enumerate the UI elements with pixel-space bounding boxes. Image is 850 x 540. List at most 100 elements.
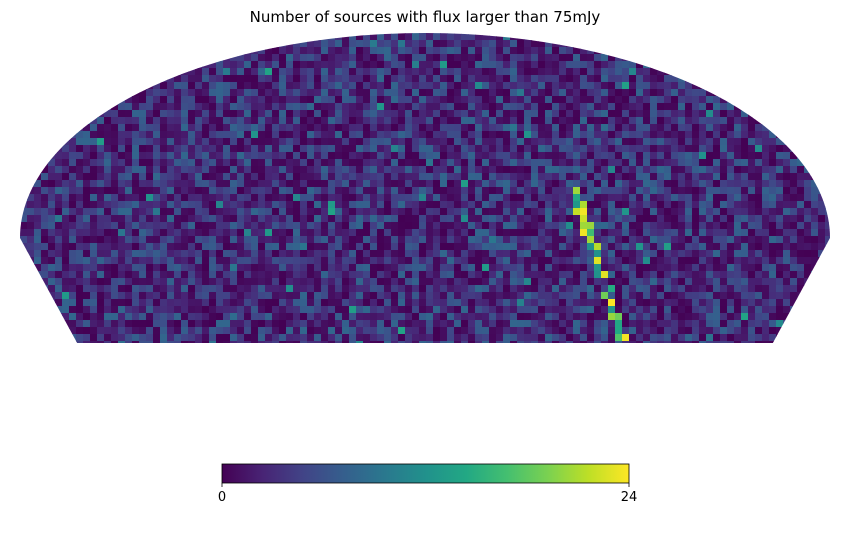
map-pixel [167, 257, 175, 265]
map-pixel [594, 110, 602, 118]
map-pixel [293, 145, 301, 153]
map-pixel [412, 103, 420, 111]
map-pixel [258, 264, 266, 272]
map-pixel [83, 236, 91, 244]
map-pixel [146, 152, 154, 160]
map-pixel [769, 208, 777, 216]
map-pixel [209, 117, 217, 125]
map-pixel [139, 215, 147, 223]
map-pixel [209, 131, 217, 139]
map-pixel [391, 299, 399, 307]
map-pixel [223, 320, 231, 328]
map-pixel [531, 61, 539, 69]
map-pixel [230, 229, 238, 237]
map-pixel [209, 187, 217, 195]
map-pixel [27, 194, 35, 202]
map-pixel [265, 292, 273, 300]
map-pixel [223, 103, 231, 111]
map-pixel [776, 306, 784, 314]
map-pixel [762, 327, 770, 335]
map-pixel [552, 341, 560, 343]
map-pixel [139, 271, 147, 279]
map-pixel [587, 82, 595, 90]
map-pixel [524, 89, 532, 97]
map-pixel [580, 131, 588, 139]
map-pixel [244, 250, 252, 258]
map-pixel [405, 271, 413, 279]
map-pixel [69, 264, 77, 272]
map-pixel [90, 173, 98, 181]
map-pixel [174, 313, 182, 321]
map-pixel [594, 187, 602, 195]
map-pixel [657, 159, 665, 167]
map-pixel [496, 75, 504, 83]
map-pixel [363, 96, 371, 104]
map-pixel [370, 145, 378, 153]
map-pixel [370, 187, 378, 195]
map-pixel [125, 299, 133, 307]
map-pixel [97, 222, 105, 230]
map-pixel [517, 75, 525, 83]
map-pixel [342, 152, 350, 160]
map-pixel [454, 75, 462, 83]
map-pixel [237, 320, 245, 328]
map-pixel [419, 292, 427, 300]
map-pixel [678, 341, 686, 343]
map-pixel [230, 61, 238, 69]
map-pixel [321, 166, 329, 174]
map-pixel [342, 180, 350, 188]
map-pixel [321, 250, 329, 258]
map-pixel [566, 208, 574, 216]
map-pixel [398, 313, 406, 321]
map-pixel [461, 82, 469, 90]
map-pixel [405, 68, 413, 76]
map-pixel [496, 82, 504, 90]
map-pixel [517, 257, 525, 265]
map-pixel [461, 145, 469, 153]
map-pixel [139, 131, 147, 139]
map-pixel [398, 68, 406, 76]
map-pixel [20, 187, 28, 195]
map-pixel [328, 201, 336, 209]
map-pixel [783, 243, 791, 251]
map-pixel [804, 299, 812, 307]
map-pixel [587, 313, 595, 321]
map-pixel [370, 208, 378, 216]
map-pixel [762, 152, 770, 160]
map-pixel [188, 159, 196, 167]
map-pixel [118, 306, 126, 314]
map-pixel [90, 201, 98, 209]
map-pixel [132, 138, 140, 146]
map-pixel [531, 96, 539, 104]
map-pixel [48, 145, 56, 153]
map-pixel [615, 187, 623, 195]
map-pixel [755, 110, 763, 118]
map-pixel [797, 306, 805, 314]
map-pixel [433, 40, 441, 48]
map-pixel [20, 229, 28, 237]
map-pixel [55, 271, 63, 279]
map-pixel [321, 299, 329, 307]
map-pixel [41, 278, 49, 286]
map-pixel [384, 306, 392, 314]
map-pixel [720, 145, 728, 153]
map-pixel [335, 243, 343, 251]
map-pixel [538, 138, 546, 146]
map-pixel [251, 82, 259, 90]
map-pixel [734, 229, 742, 237]
map-pixel [720, 327, 728, 335]
map-pixel [412, 40, 420, 48]
map-pixel [34, 152, 42, 160]
map-pixel [601, 201, 609, 209]
map-pixel [111, 341, 119, 343]
map-pixel [468, 215, 476, 223]
map-pixel [699, 187, 707, 195]
map-pixel [713, 313, 721, 321]
map-pixel [531, 327, 539, 335]
map-pixel [293, 61, 301, 69]
map-pixel [181, 299, 189, 307]
map-pixel [251, 47, 259, 55]
map-pixel [552, 40, 560, 48]
map-pixel [503, 194, 511, 202]
map-pixel [223, 138, 231, 146]
